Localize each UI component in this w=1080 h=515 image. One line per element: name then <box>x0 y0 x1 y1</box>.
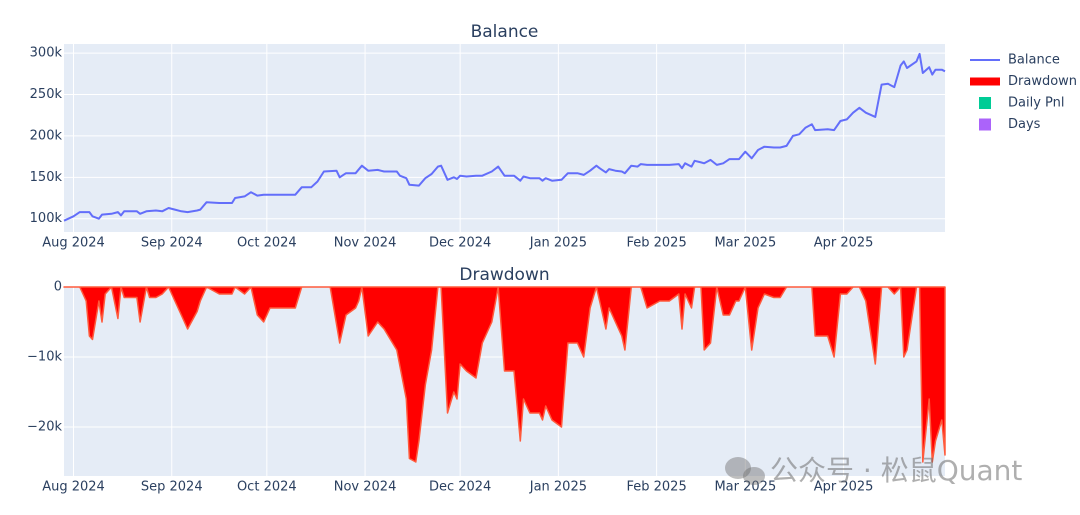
chart-title: Balance <box>471 22 539 42</box>
y-tick-label: −20k <box>27 420 62 435</box>
x-tick-label: Aug 2024 <box>42 480 105 495</box>
legend-symbol <box>979 118 991 131</box>
y-tick-label: 250k <box>30 87 63 102</box>
x-tick-label: Sep 2024 <box>141 480 203 495</box>
x-tick-label: Jan 2025 <box>529 236 587 251</box>
x-tick-label: Nov 2024 <box>334 236 397 251</box>
plot-background <box>64 44 945 232</box>
x-tick-label: Mar 2025 <box>714 236 776 251</box>
x-tick-label: Oct 2024 <box>237 480 297 495</box>
y-tick-label: 300k <box>30 46 63 61</box>
watermark-icon <box>743 467 765 485</box>
x-tick-label: Apr 2025 <box>814 480 874 495</box>
drawdown-area <box>63 286 946 463</box>
y-tick-label: 200k <box>30 128 63 143</box>
x-tick-label: Jan 2025 <box>529 480 587 495</box>
legend-label: Drawdown <box>1008 74 1077 89</box>
y-tick-label: 0 <box>54 280 62 295</box>
labels: Balance 100k 150k 200k 250k 300k Aug 2024 Sep 2… <box>27 22 1077 495</box>
x-tick-label: Feb 2025 <box>626 480 686 495</box>
x-tick-label: Oct 2024 <box>237 236 297 251</box>
watermark-text: 公众号 · 松鼠Quant <box>770 454 1022 487</box>
x-tick-label: Aug 2024 <box>42 236 105 251</box>
x-tick-label: Apr 2025 <box>814 236 874 251</box>
backgrounds <box>64 44 945 476</box>
x-tick-label: Dec 2024 <box>429 236 491 251</box>
x-tick-label: Sep 2024 <box>141 236 203 251</box>
data <box>63 52 946 463</box>
legend-symbol <box>970 77 1000 86</box>
x-tick-label: Mar 2025 <box>714 480 776 495</box>
grid <box>64 44 945 476</box>
watermark: 公众号 · 松鼠Quant <box>725 454 1022 487</box>
x-tick-label: Nov 2024 <box>334 480 397 495</box>
y-tick-label: 100k <box>30 211 63 226</box>
x-tick-label: Dec 2024 <box>429 480 491 495</box>
chart-title: Drawdown <box>459 265 549 285</box>
watermark-icon <box>725 457 751 479</box>
legend-symbol <box>979 97 991 109</box>
legend-label: Daily Pnl <box>1008 96 1065 111</box>
y-tick-label: 150k <box>30 170 63 185</box>
balance-line <box>63 52 946 222</box>
legend-label: Days <box>1008 117 1041 132</box>
legend-label: Balance <box>1008 53 1060 68</box>
x-tick-label: Feb 2025 <box>626 236 686 251</box>
y-tick-label: −10k <box>27 350 62 365</box>
